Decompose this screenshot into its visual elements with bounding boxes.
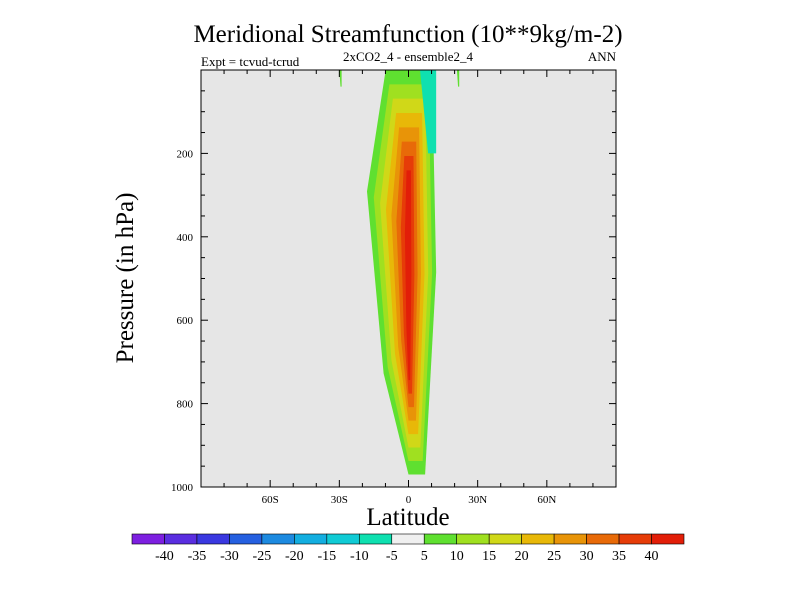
x-tick-label: 0 [406,494,412,506]
colorbar-swatch [488,533,522,545]
colorbar-label: 20 [515,549,529,564]
y-axis-label: Pressure (in hPa) [112,193,139,364]
colorbar-swatch [586,533,620,545]
colorbar-swatch [553,533,587,545]
x-tick-label: 30S [331,494,348,506]
colorbar-swatch [326,533,360,545]
colorbar-swatch [261,533,295,545]
season-annotation: ANN [588,49,617,64]
y-tick-label: 1000 [171,482,194,494]
colorbar-label: -35 [188,549,207,564]
colorbar-swatch [456,533,490,545]
colorbar-swatch [131,533,165,545]
colorbar-label: 25 [547,549,561,564]
colorbar-label: 30 [580,549,594,564]
colorbar-label: -40 [155,549,174,564]
y-tick-label: 800 [177,399,194,411]
chart-subtitle: 2xCO2_4 - ensemble2_4 [343,49,473,64]
chart-title: Meridional Streamfunction (10**9kg/m-2) [193,21,622,48]
x-axis-label: Latitude [366,504,449,531]
colorbar-label: -5 [386,549,398,564]
y-tick-label: 200 [177,148,194,160]
y-axis: 200 400 600 800 1000 [171,90,616,494]
colorbar-label: 15 [482,549,496,564]
positive-patch-1 [456,70,460,87]
colorbar-swatch [358,533,393,545]
colorbar-swatch [196,533,230,545]
x-axis: 60S 30S 0 30N 60N [223,70,594,506]
x-tick-label: 60S [262,494,279,506]
colorbar-label: 5 [421,549,428,564]
colorbar-label: 35 [612,549,626,564]
colorbar-swatch [294,533,328,545]
y-tick-label: 600 [177,315,194,327]
colorbar-swatch [618,533,652,545]
colorbar-label: -10 [350,549,369,564]
x-tick-label: 30N [468,494,487,506]
contour-fills [339,70,460,475]
colorbar-swatch [229,533,263,545]
negative-cell-0 [420,70,437,154]
colorbar-label: 10 [450,549,464,564]
colorbar-label: -30 [220,549,239,564]
colorbar-swatch [521,533,555,545]
colorbar-label: -15 [317,549,336,564]
colorbar-swatch [423,533,458,545]
colorbar: -40 -35 -30 -25 -20 -15 -10 -5 5 10 15 20 25 30 35 40 [131,533,685,564]
colorbar-label: 40 [645,549,659,564]
colorbar-label: -25 [253,549,272,564]
contour-level-40 [404,170,412,381]
colorbar-swatch [651,533,685,545]
experiment-annotation: Expt = tcvud-tcrud [201,54,300,69]
positive-patch-2 [339,70,342,87]
x-tick-label: 60N [537,494,556,506]
colorbar-swatch [391,533,425,545]
colorbar-label: -20 [285,549,304,564]
colorbar-swatch [164,533,198,545]
y-tick-label: 400 [177,232,194,244]
